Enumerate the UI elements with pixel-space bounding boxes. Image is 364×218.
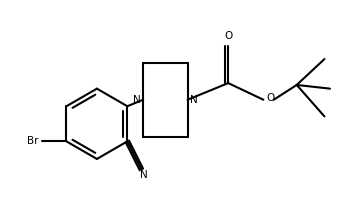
Text: N: N xyxy=(132,95,141,105)
Text: N: N xyxy=(141,170,148,180)
Text: Br: Br xyxy=(27,136,39,146)
Text: O: O xyxy=(266,93,274,103)
Text: O: O xyxy=(224,31,232,41)
Text: N: N xyxy=(190,95,198,105)
